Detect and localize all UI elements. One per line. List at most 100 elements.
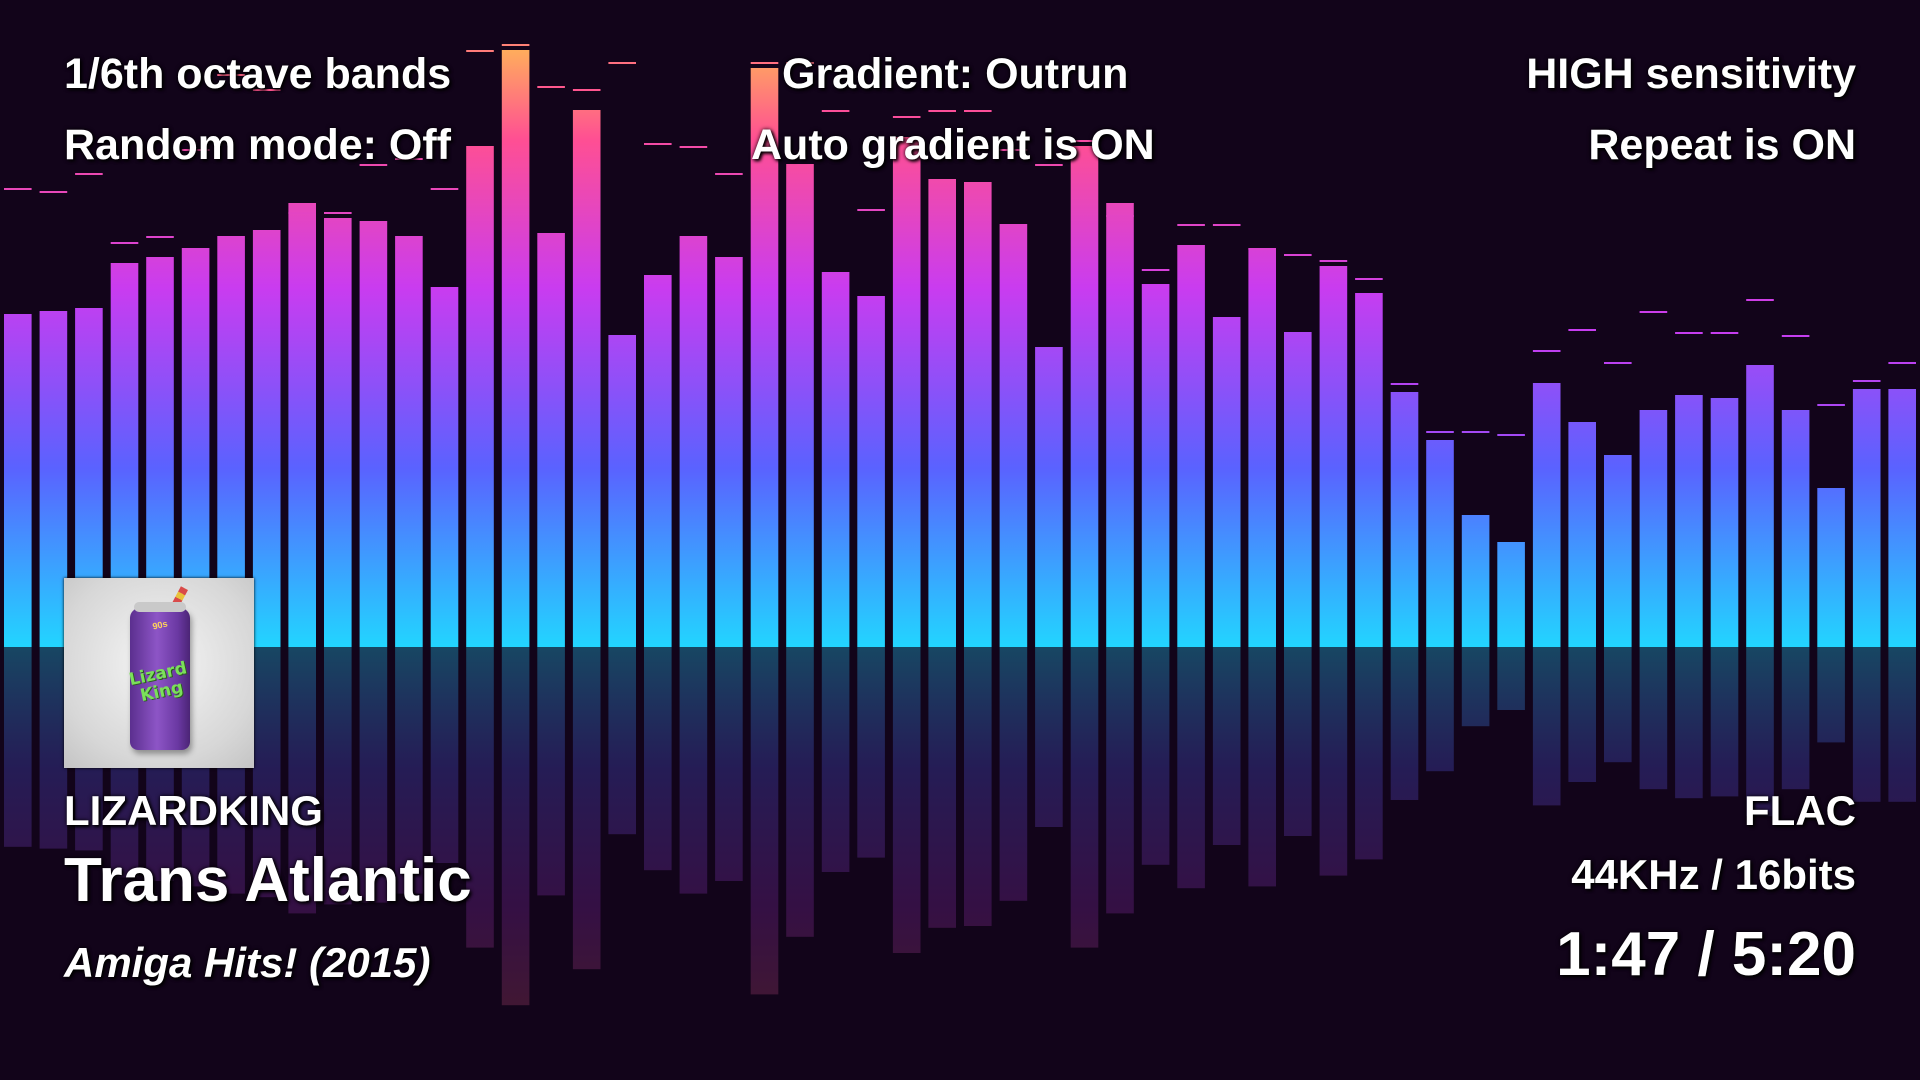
- spectrum-peak: [288, 212, 316, 214]
- spectrum-bar: [821, 272, 850, 647]
- track-title: Trans Atlantic: [64, 846, 472, 915]
- spectrum-peak: [715, 173, 743, 175]
- spectrum-peak: [1426, 431, 1454, 433]
- spectrum-bar: [999, 224, 1028, 647]
- spectrum-bar-reflection: [1141, 647, 1170, 865]
- spectrum-peak: [501, 44, 530, 46]
- spectrum-peak: [395, 158, 423, 160]
- spectrum-peak: [1177, 224, 1205, 226]
- spectrum-bar: [928, 179, 956, 647]
- spectrum-peak: [1817, 404, 1845, 406]
- spectrum-bar: [715, 257, 743, 647]
- spectrum-peak: [1781, 335, 1810, 337]
- spectrum-peak: [324, 212, 352, 214]
- spectrum-bar-reflection: [1284, 647, 1312, 836]
- spectrum-peak: [644, 143, 672, 145]
- spectrum-bar: [1284, 332, 1312, 647]
- spectrum-peak: [1106, 215, 1134, 217]
- spectrum-bar: [1212, 317, 1241, 647]
- spectrum-peak: [359, 164, 388, 166]
- bands-setting: 1/6th octave bands: [64, 50, 452, 98]
- spectrum-bar-reflection: [1461, 647, 1490, 727]
- spectrum-bar-reflection: [857, 647, 885, 858]
- spectrum-bar-reflection: [1675, 647, 1703, 799]
- spectrum-bar: [1497, 542, 1525, 647]
- spectrum-peak: [1675, 332, 1703, 334]
- spectrum-peak: [750, 62, 779, 64]
- spectrum-peak: [928, 110, 956, 112]
- spectrum-bar-reflection: [395, 647, 423, 894]
- spectrum-bar: [359, 221, 388, 647]
- spectrum-bar: [1639, 410, 1668, 647]
- spectrum-bar-reflection: [1639, 647, 1668, 790]
- spectrum-bar-reflection: [1106, 647, 1134, 914]
- spectrum-peak: [1141, 269, 1170, 271]
- spectrum-bar: [1888, 389, 1916, 647]
- gradient-setting: Gradient: Outrun: [782, 50, 1129, 98]
- spectrum-peak: [146, 236, 174, 238]
- cover-tag: 90s: [151, 618, 169, 632]
- spectrum-bar-reflection: [324, 647, 352, 905]
- spectrum-peak: [1532, 350, 1561, 352]
- spectrum-bar: [537, 233, 565, 647]
- repeat-setting: Repeat is ON: [1588, 121, 1856, 169]
- spectrum-bar: [1675, 395, 1703, 647]
- spectrum-bar-reflection: [1212, 647, 1241, 845]
- spectrum-peak: [252, 89, 281, 91]
- spectrum-peak: [39, 191, 68, 193]
- spectrum-peak: [786, 62, 814, 64]
- spectrum-peak: [181, 149, 210, 151]
- spectrum-bar: [1604, 455, 1632, 647]
- spectrum-peak: [1248, 248, 1276, 250]
- spectrum-bar-reflection: [572, 647, 601, 970]
- audio-format: FLAC: [1744, 787, 1856, 834]
- spectrum-bar: [1248, 248, 1276, 647]
- artist-name: LIZARDKING: [64, 787, 323, 834]
- spectrum-peak: [892, 116, 921, 118]
- spectrum-peak: [608, 62, 636, 64]
- spectrum-bar-reflection: [1035, 647, 1063, 827]
- spectrum-bar: [288, 203, 316, 647]
- spectrum-peak: [1461, 431, 1490, 433]
- spectrum-peak: [110, 242, 139, 244]
- spectrum-peak: [1639, 311, 1668, 313]
- spectrum-peak: [75, 173, 103, 175]
- spectrum-bar-reflection: [466, 647, 494, 948]
- spectrum-bar: [786, 164, 814, 647]
- spectrum-bar: [466, 146, 494, 647]
- spectrum-bar-reflection: [537, 647, 565, 896]
- spectrum-bar: [857, 296, 885, 647]
- spectrum-peak: [1746, 299, 1774, 301]
- spectrum-bar-reflection: [1426, 647, 1454, 772]
- spectrum-bar: [1319, 266, 1348, 647]
- spectrum-bar-reflection: [1604, 647, 1632, 763]
- spectrum-peak: [1035, 164, 1063, 166]
- spectrum-bar-reflection: [999, 647, 1028, 901]
- spectrum-peak: [1568, 329, 1596, 331]
- cover-brand-logo: Lizard King: [127, 658, 189, 706]
- spectrum-peak: [1710, 332, 1739, 334]
- spectrum-bar: [1355, 293, 1383, 647]
- spectrum-bar-reflection: [359, 647, 388, 903]
- spectrum-bar: [1532, 383, 1561, 647]
- spectrum-bar: [892, 137, 921, 647]
- spectrum-bar: [1746, 365, 1774, 647]
- album-cover: 90s Lizard King: [64, 578, 254, 768]
- spectrum-bar-reflection: [1781, 647, 1810, 790]
- spectrum-bar: [964, 182, 992, 647]
- spectrum-peak: [1319, 260, 1348, 262]
- spectrum-bar-reflection: [679, 647, 708, 894]
- spectrum-bar: [4, 314, 32, 647]
- spectrum-bar: [750, 68, 779, 647]
- spectrum-peak: [999, 149, 1028, 151]
- spectrum-bar-reflection: [1852, 647, 1881, 802]
- spectrum-peak: [1284, 254, 1312, 256]
- spectrum-peak: [964, 110, 992, 112]
- auto-gradient-setting: Auto gradient is ON: [751, 121, 1155, 169]
- spectrum-bar-reflection: [786, 647, 814, 937]
- spectrum-bar-reflection: [288, 647, 316, 914]
- spectrum-bar: [252, 230, 281, 647]
- spectrum-peak: [4, 188, 32, 190]
- spectrum-bar: [644, 275, 672, 647]
- spectrum-peak: [1852, 380, 1881, 382]
